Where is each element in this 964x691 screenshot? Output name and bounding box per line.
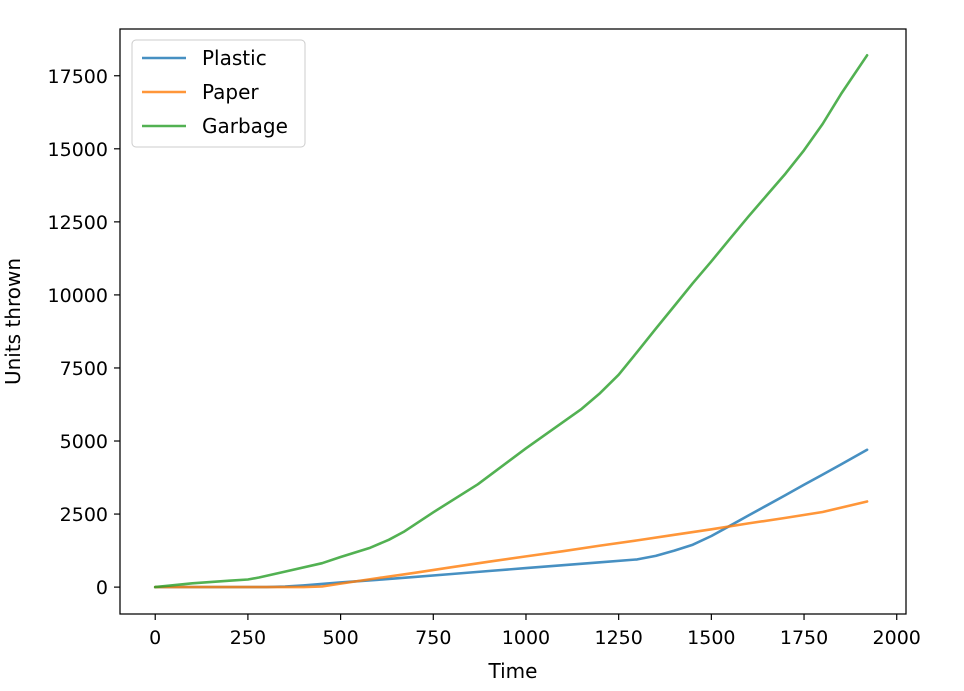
legend-label-garbage: Garbage (202, 114, 288, 138)
series-line-paper (153, 500, 869, 589)
y-tick-label: 5000 (60, 431, 108, 453)
legend-box (131, 39, 306, 148)
x-axis: 0 250 500 750 1000 1250 1500 1750 2000 (149, 614, 921, 649)
x-tick-label: 250 (230, 627, 266, 649)
y-tick-label: 12500 (48, 212, 108, 234)
y-tick-label: 17500 (48, 66, 108, 88)
x-tick-label: 0 (149, 627, 161, 649)
plot-area-frame (119, 28, 907, 615)
legend: Plastic Paper Garbage (131, 39, 306, 148)
series-line-garbage (153, 53, 869, 589)
x-tick-label: 1500 (687, 627, 735, 649)
y-axis: 0 2500 5000 7500 10000 12500 15000 17500 (48, 66, 120, 599)
y-tick-label: 7500 (60, 358, 108, 380)
x-tick-label: 1250 (594, 627, 642, 649)
y-tick-label: 15000 (48, 139, 108, 161)
x-tick-label: 500 (322, 627, 358, 649)
y-tick-label: 0 (96, 577, 108, 599)
x-tick-label: 750 (415, 627, 451, 649)
y-tick-label: 2500 (60, 504, 108, 526)
x-tick-label: 1750 (780, 627, 828, 649)
y-tick-label: 10000 (48, 285, 108, 307)
y-axis-label: Units thrown (1, 258, 25, 385)
legend-label-paper: Paper (202, 80, 259, 104)
x-axis-label: Time (488, 659, 538, 683)
series-layer (153, 53, 869, 589)
x-tick-label: 2000 (873, 627, 921, 649)
legend-label-plastic: Plastic (202, 46, 267, 70)
x-tick-label: 1000 (502, 627, 550, 649)
